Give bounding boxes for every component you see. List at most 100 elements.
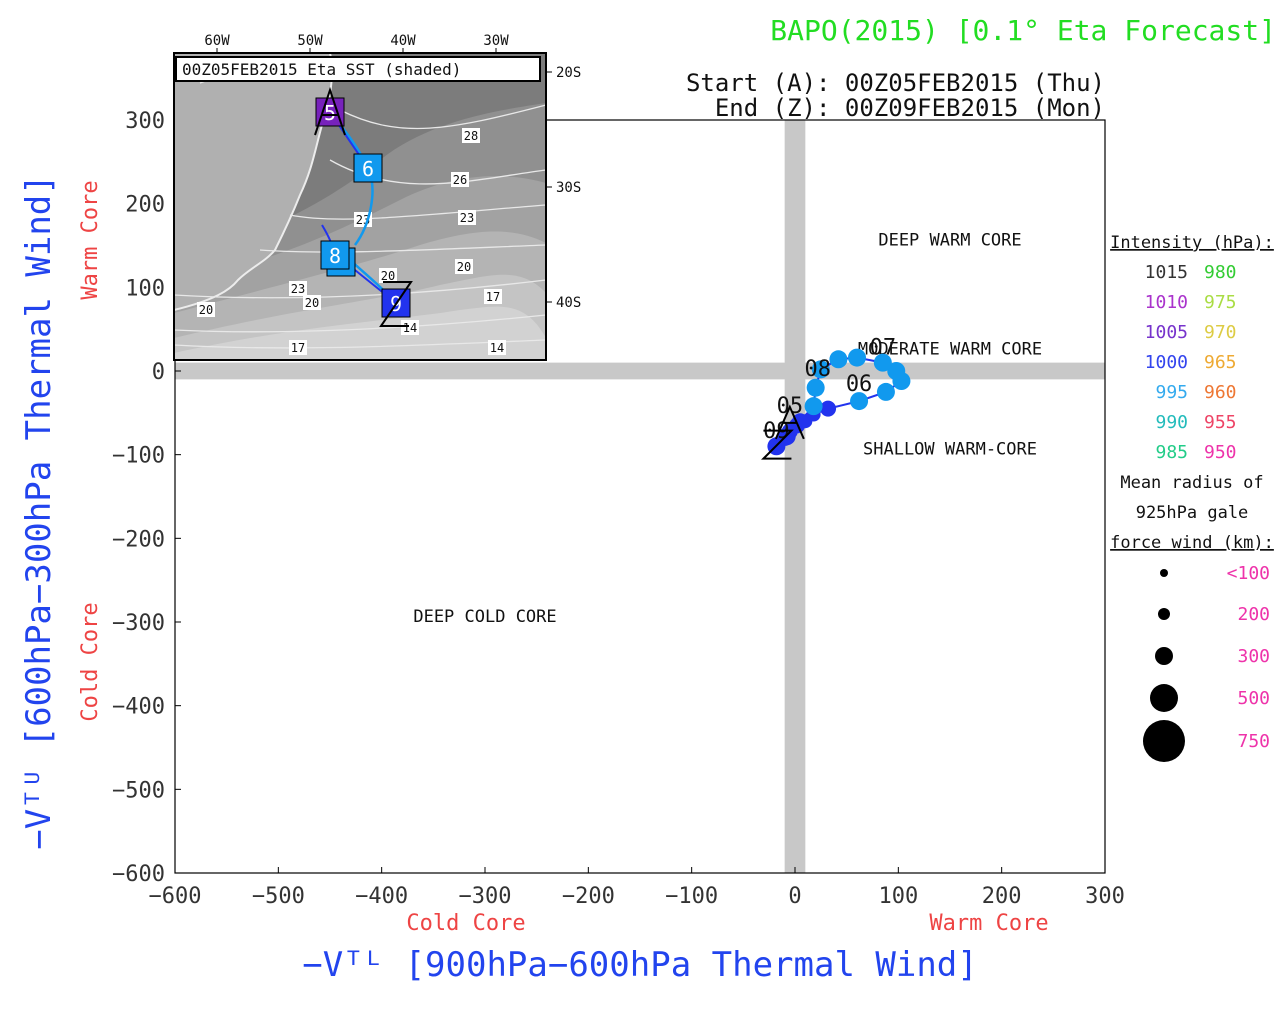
y-tick-label: −400: [112, 695, 165, 720]
inset-day-label: 8: [329, 244, 341, 268]
radius-dot: [1155, 647, 1173, 665]
contour-label-bg: [488, 340, 506, 355]
radius-title: force wind (km):: [1110, 533, 1274, 553]
track-point: [887, 362, 906, 380]
contour-label-bg: [484, 289, 502, 304]
intensity-value: 985: [1155, 442, 1188, 463]
horizontal-zero-band: [175, 362, 1105, 380]
sst-contour: [289, 204, 547, 220]
contour-label: 17: [486, 290, 500, 304]
x-warm-core-label: Warm Core: [929, 911, 1048, 936]
y-axis-title: −Vᵀᵁ [600hPa−300hPa Thermal Wind]: [19, 174, 59, 850]
radius-label: 750: [1237, 731, 1270, 752]
radius-dot: [1158, 608, 1170, 620]
contour-label-bg: [289, 281, 307, 296]
inset-lat-label: 20S: [556, 65, 581, 81]
end-label: End (Z): 00Z09FEB2015 (Mon): [715, 94, 1105, 122]
region-label: SHALLOW WARM-CORE: [863, 440, 1037, 460]
contour-label: 14: [403, 321, 417, 335]
y-cold-core-label: Cold Core: [78, 602, 103, 721]
contour-label: 20: [199, 303, 213, 317]
radius-label: <100: [1227, 563, 1270, 584]
contour-label-bg: [289, 340, 307, 355]
track-point: [873, 353, 892, 372]
intensity-value: 1005: [1145, 322, 1188, 343]
radius-title: Mean radius of: [1120, 473, 1263, 493]
contour-label-bg: [455, 259, 473, 274]
contour-label-bg: [197, 302, 215, 317]
intensity-value: 1015: [1145, 262, 1188, 283]
inset-title: 00Z05FEB2015 Eta SST (shaded): [182, 60, 461, 79]
inset-lat-label: 40S: [556, 295, 581, 311]
inset-lon-label: 60W: [204, 33, 230, 49]
track-point: [829, 350, 848, 369]
intensity-value: 960: [1204, 382, 1237, 403]
y-tick-label: 200: [125, 193, 165, 218]
y-tick-label: 0: [152, 360, 165, 385]
x-axis-title: −Vᵀᴸ [900hPa−600hPa Thermal Wind]: [302, 945, 978, 985]
intensity-value: 975: [1204, 292, 1237, 313]
contour-label: 23: [460, 211, 474, 225]
inset-day-box: [320, 240, 350, 270]
chart-title: BAPO(2015) [0.1° Eta Forecast]: [770, 14, 1276, 47]
intensity-value: 970: [1204, 322, 1237, 343]
x-tick-label: 100: [878, 884, 918, 909]
y-tick-label: −500: [112, 778, 165, 803]
region-label: DEEP COLD CORE: [413, 607, 556, 627]
inset-lat-label: 30S: [556, 180, 581, 196]
intensity-value: 990: [1155, 412, 1188, 433]
y-tick-label: −200: [112, 527, 165, 552]
start-label: Start (A): 00Z05FEB2015 (Thu): [686, 69, 1105, 97]
sst-band: [174, 306, 546, 360]
day-label: 07: [870, 335, 897, 360]
end-marker-z: [761, 429, 794, 460]
sst-contour: [173, 314, 547, 333]
inset-end-marker: [379, 281, 413, 327]
y-tick-label: 100: [125, 276, 165, 301]
radius-label: 500: [1237, 688, 1270, 709]
track-point: [792, 413, 809, 430]
y-warm-core-label: Warm Core: [78, 180, 103, 299]
y-tick-label: 300: [125, 109, 165, 134]
track-point: [850, 392, 869, 411]
contour-label: 23: [291, 282, 305, 296]
track-point: [848, 348, 866, 367]
contour-label-bg: [458, 210, 476, 225]
track-point: [876, 382, 895, 401]
inset-lon-label: 30W: [483, 33, 509, 49]
day-label: 06: [846, 372, 873, 397]
radius-dot: [1160, 569, 1168, 577]
intensity-value: 995: [1155, 382, 1188, 403]
y-tick-label: −300: [112, 611, 165, 636]
x-tick-label: −100: [665, 884, 718, 909]
x-tick-label: 200: [982, 884, 1022, 909]
x-tick-label: 0: [788, 884, 801, 909]
inset-frame: [173, 52, 547, 361]
intensity-value: 1010: [1145, 292, 1188, 313]
radius-title: 925hPa gale: [1136, 503, 1249, 523]
contour-label: 14: [490, 341, 504, 355]
inset-day-label: 5: [324, 101, 336, 125]
contour-label-bg: [401, 320, 419, 335]
contour-label: 28: [464, 129, 478, 143]
x-tick-label: −300: [459, 884, 512, 909]
inset-day-box: [353, 153, 383, 183]
radius-label: 300: [1237, 646, 1270, 667]
inset-title-box: [175, 56, 541, 82]
radius-label: 200: [1237, 604, 1270, 625]
plot-area: −600 −500 −400 −300 −200 −100 0 100 200 300300200…: [112, 109, 1125, 909]
contour-label: 17: [291, 341, 305, 355]
y-tick-label: −600: [112, 862, 165, 887]
sst-contour: [173, 279, 547, 299]
inset-lon-label: 40W: [390, 33, 416, 49]
contour-label-bg: [379, 268, 397, 283]
inset-day-label: 6: [362, 157, 374, 181]
track-point: [806, 378, 825, 397]
start-marker-a: [774, 404, 805, 440]
x-tick-label: 300: [1085, 884, 1125, 909]
inset-day-box: [315, 97, 345, 127]
contour-label: 20: [381, 269, 395, 283]
intensity-value: 965: [1204, 352, 1237, 373]
intensity-value: 1000: [1145, 352, 1188, 373]
x-tick-label: −600: [149, 884, 202, 909]
